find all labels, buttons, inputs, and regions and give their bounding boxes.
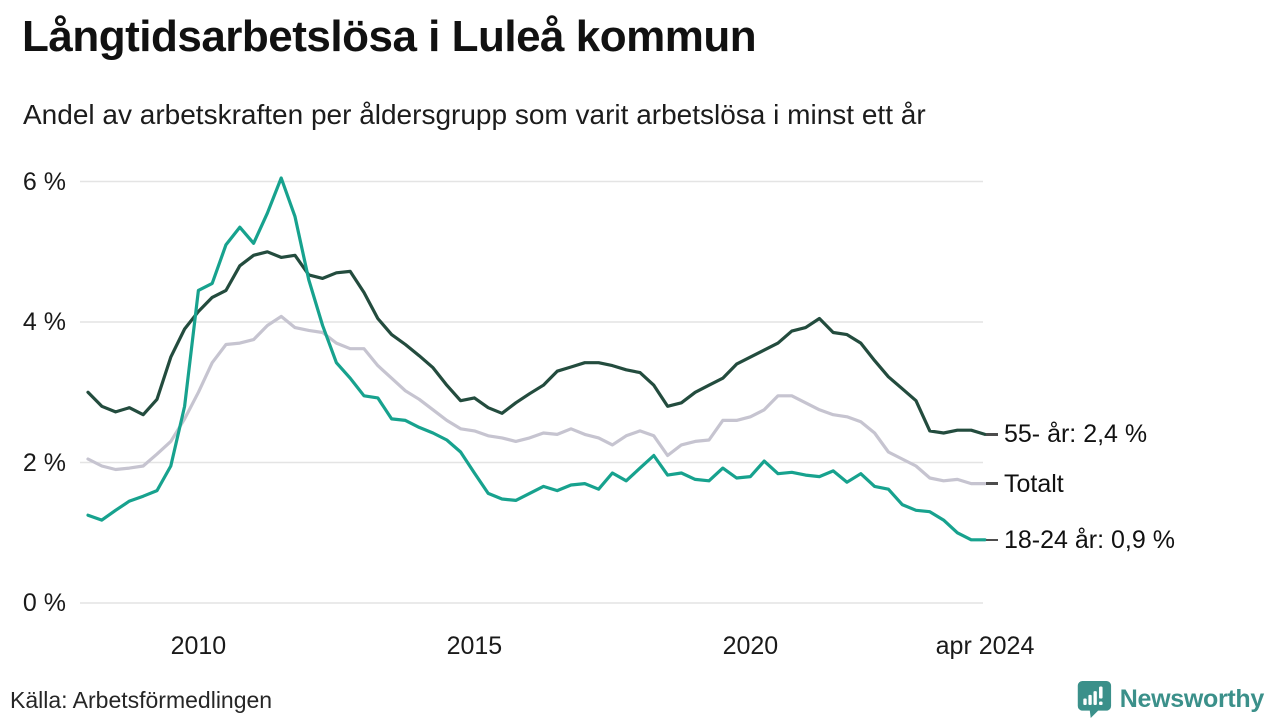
label-tick-icon — [986, 482, 998, 485]
page-subtitle: Andel av arbetskraften per åldersgrupp s… — [23, 99, 926, 130]
x-tick-label-2010: 2010 — [170, 632, 227, 660]
x-tick-label-2015: 2015 — [446, 632, 503, 660]
series-line-totalt — [86, 314, 987, 486]
y-tick-label-6: 6 % — [22, 167, 66, 196]
x-tick-label-apr-2024: apr 2024 — [935, 632, 1035, 660]
page-title: Långtidsarbetslösa i Luleå kommun — [22, 12, 757, 61]
series-label-totalt: Totalt — [986, 469, 1064, 499]
source-text: Källa: Arbetsförmedlingen — [10, 687, 273, 713]
series-line-18-24-ar — [86, 176, 987, 542]
y-tick-label-2: 2 % — [22, 448, 66, 477]
series-label-18-24-ar: 18-24 år: 0,9 % — [986, 525, 1175, 555]
label-tick-icon — [986, 433, 998, 436]
x-tick-label-2020: 2020 — [722, 632, 779, 660]
brand-name: Newsworthy — [1119, 684, 1265, 713]
series-line-55-ar — [86, 250, 987, 436]
y-tick-label-0: 0 % — [22, 589, 66, 617]
newsworthy-bubble-icon — [1077, 680, 1111, 718]
label-tick-icon — [986, 538, 998, 542]
series-label-55-ar: 55- år: 2,4 % — [986, 419, 1147, 449]
newsworthy-logo: Newsworthy — [1075, 680, 1264, 718]
y-tick-label-4: 4 % — [22, 308, 66, 336]
